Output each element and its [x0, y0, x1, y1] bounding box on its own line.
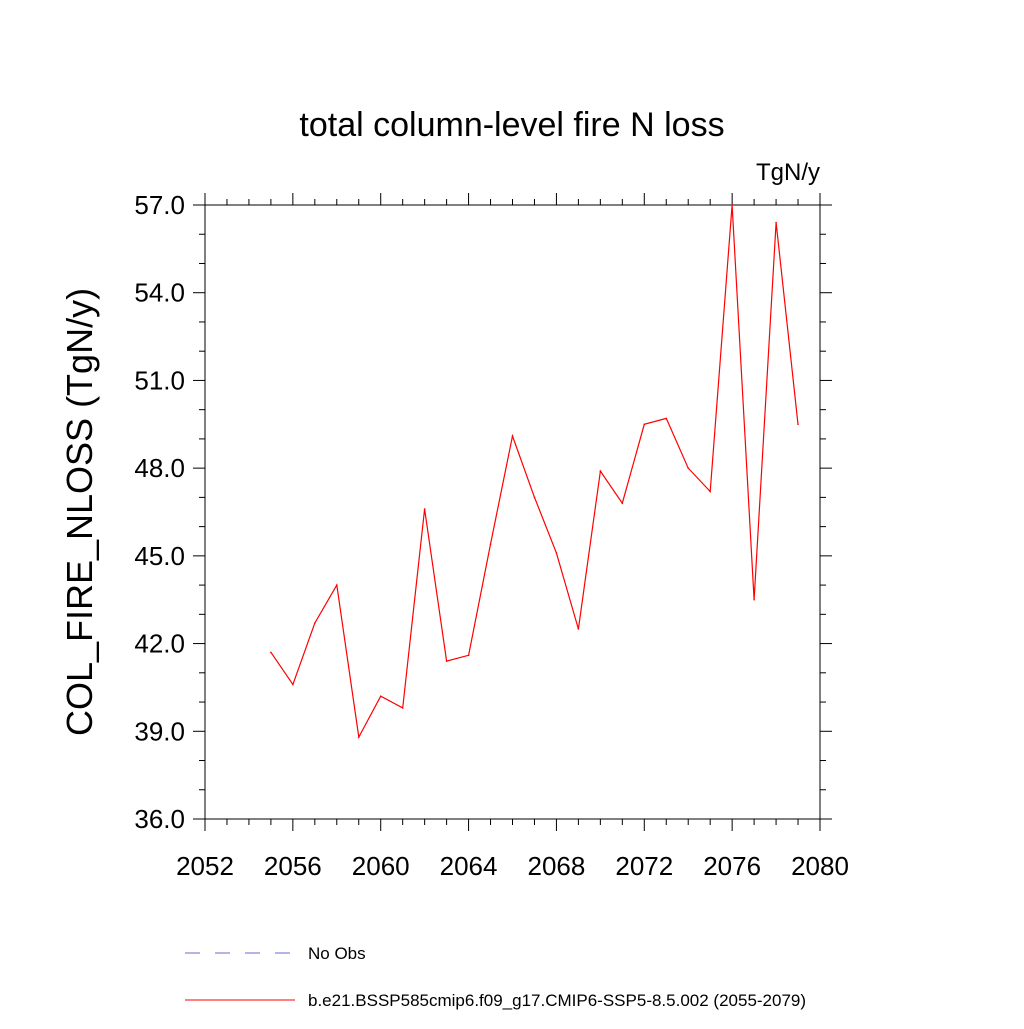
data-point [533, 496, 536, 499]
data-point [314, 622, 316, 624]
data-point [665, 417, 668, 420]
data-point [270, 651, 272, 654]
x-tick-label: 2056 [264, 851, 322, 881]
x-tick-label: 2072 [615, 851, 673, 881]
data-point [511, 435, 514, 437]
units-label: TgN/y [756, 159, 820, 186]
data-point [709, 490, 711, 493]
data-point [292, 683, 294, 686]
data-point [379, 695, 382, 697]
data-point [445, 660, 448, 662]
x-tick-label: 2080 [791, 851, 849, 881]
legend-label: No Obs [308, 944, 366, 963]
y-tick-label: 48.0 [134, 453, 185, 483]
x-tick-label: 2068 [528, 851, 586, 881]
data-point [643, 423, 646, 426]
data-point [621, 502, 624, 505]
y-tick-label: 51.0 [134, 365, 185, 395]
y-tick-label: 42.0 [134, 629, 185, 659]
x-tick-label: 2076 [703, 851, 761, 881]
data-point [753, 598, 755, 601]
y-tick-label: 39.0 [134, 716, 185, 746]
data-point [489, 543, 492, 545]
data-point [775, 221, 777, 224]
data-point [555, 552, 558, 554]
data-point [599, 470, 602, 472]
ticks-layer: 2052 2056 2060 2064 2068 2072 2076 2080 36.0 39.0… [134, 190, 849, 881]
legend-label: b.e21.BSSP585cmip6.f09_g17.CMIP6-SSP5-8.… [308, 991, 806, 1010]
data-point [423, 508, 426, 510]
series-layer [270, 204, 799, 739]
data-point [577, 628, 580, 630]
data-point [731, 204, 733, 206]
chart-title: total column-level fire N loss [299, 106, 724, 144]
data-point [797, 423, 799, 426]
y-tick-label: 36.0 [134, 804, 185, 834]
y-axis-label: COL_FIRE_NLOSS (TgN/y) [59, 288, 100, 736]
x-tick-label: 2060 [352, 851, 410, 881]
legend: No Obs b.e21.BSSP585cmip6.f09_g17.CMIP6-S… [185, 944, 806, 1010]
data-point [467, 654, 470, 657]
series-line [270, 204, 799, 739]
data-point [401, 707, 404, 709]
data-point [687, 467, 690, 469]
y-tick-label: 45.0 [134, 541, 185, 571]
y-tick-label: 57.0 [134, 190, 185, 220]
plot-frame [204, 204, 821, 820]
data-point [357, 736, 360, 738]
x-tick-label: 2064 [440, 851, 498, 881]
data-point [335, 584, 338, 586]
x-tick-label: 2052 [176, 851, 234, 881]
y-tick-label: 54.0 [134, 278, 185, 308]
